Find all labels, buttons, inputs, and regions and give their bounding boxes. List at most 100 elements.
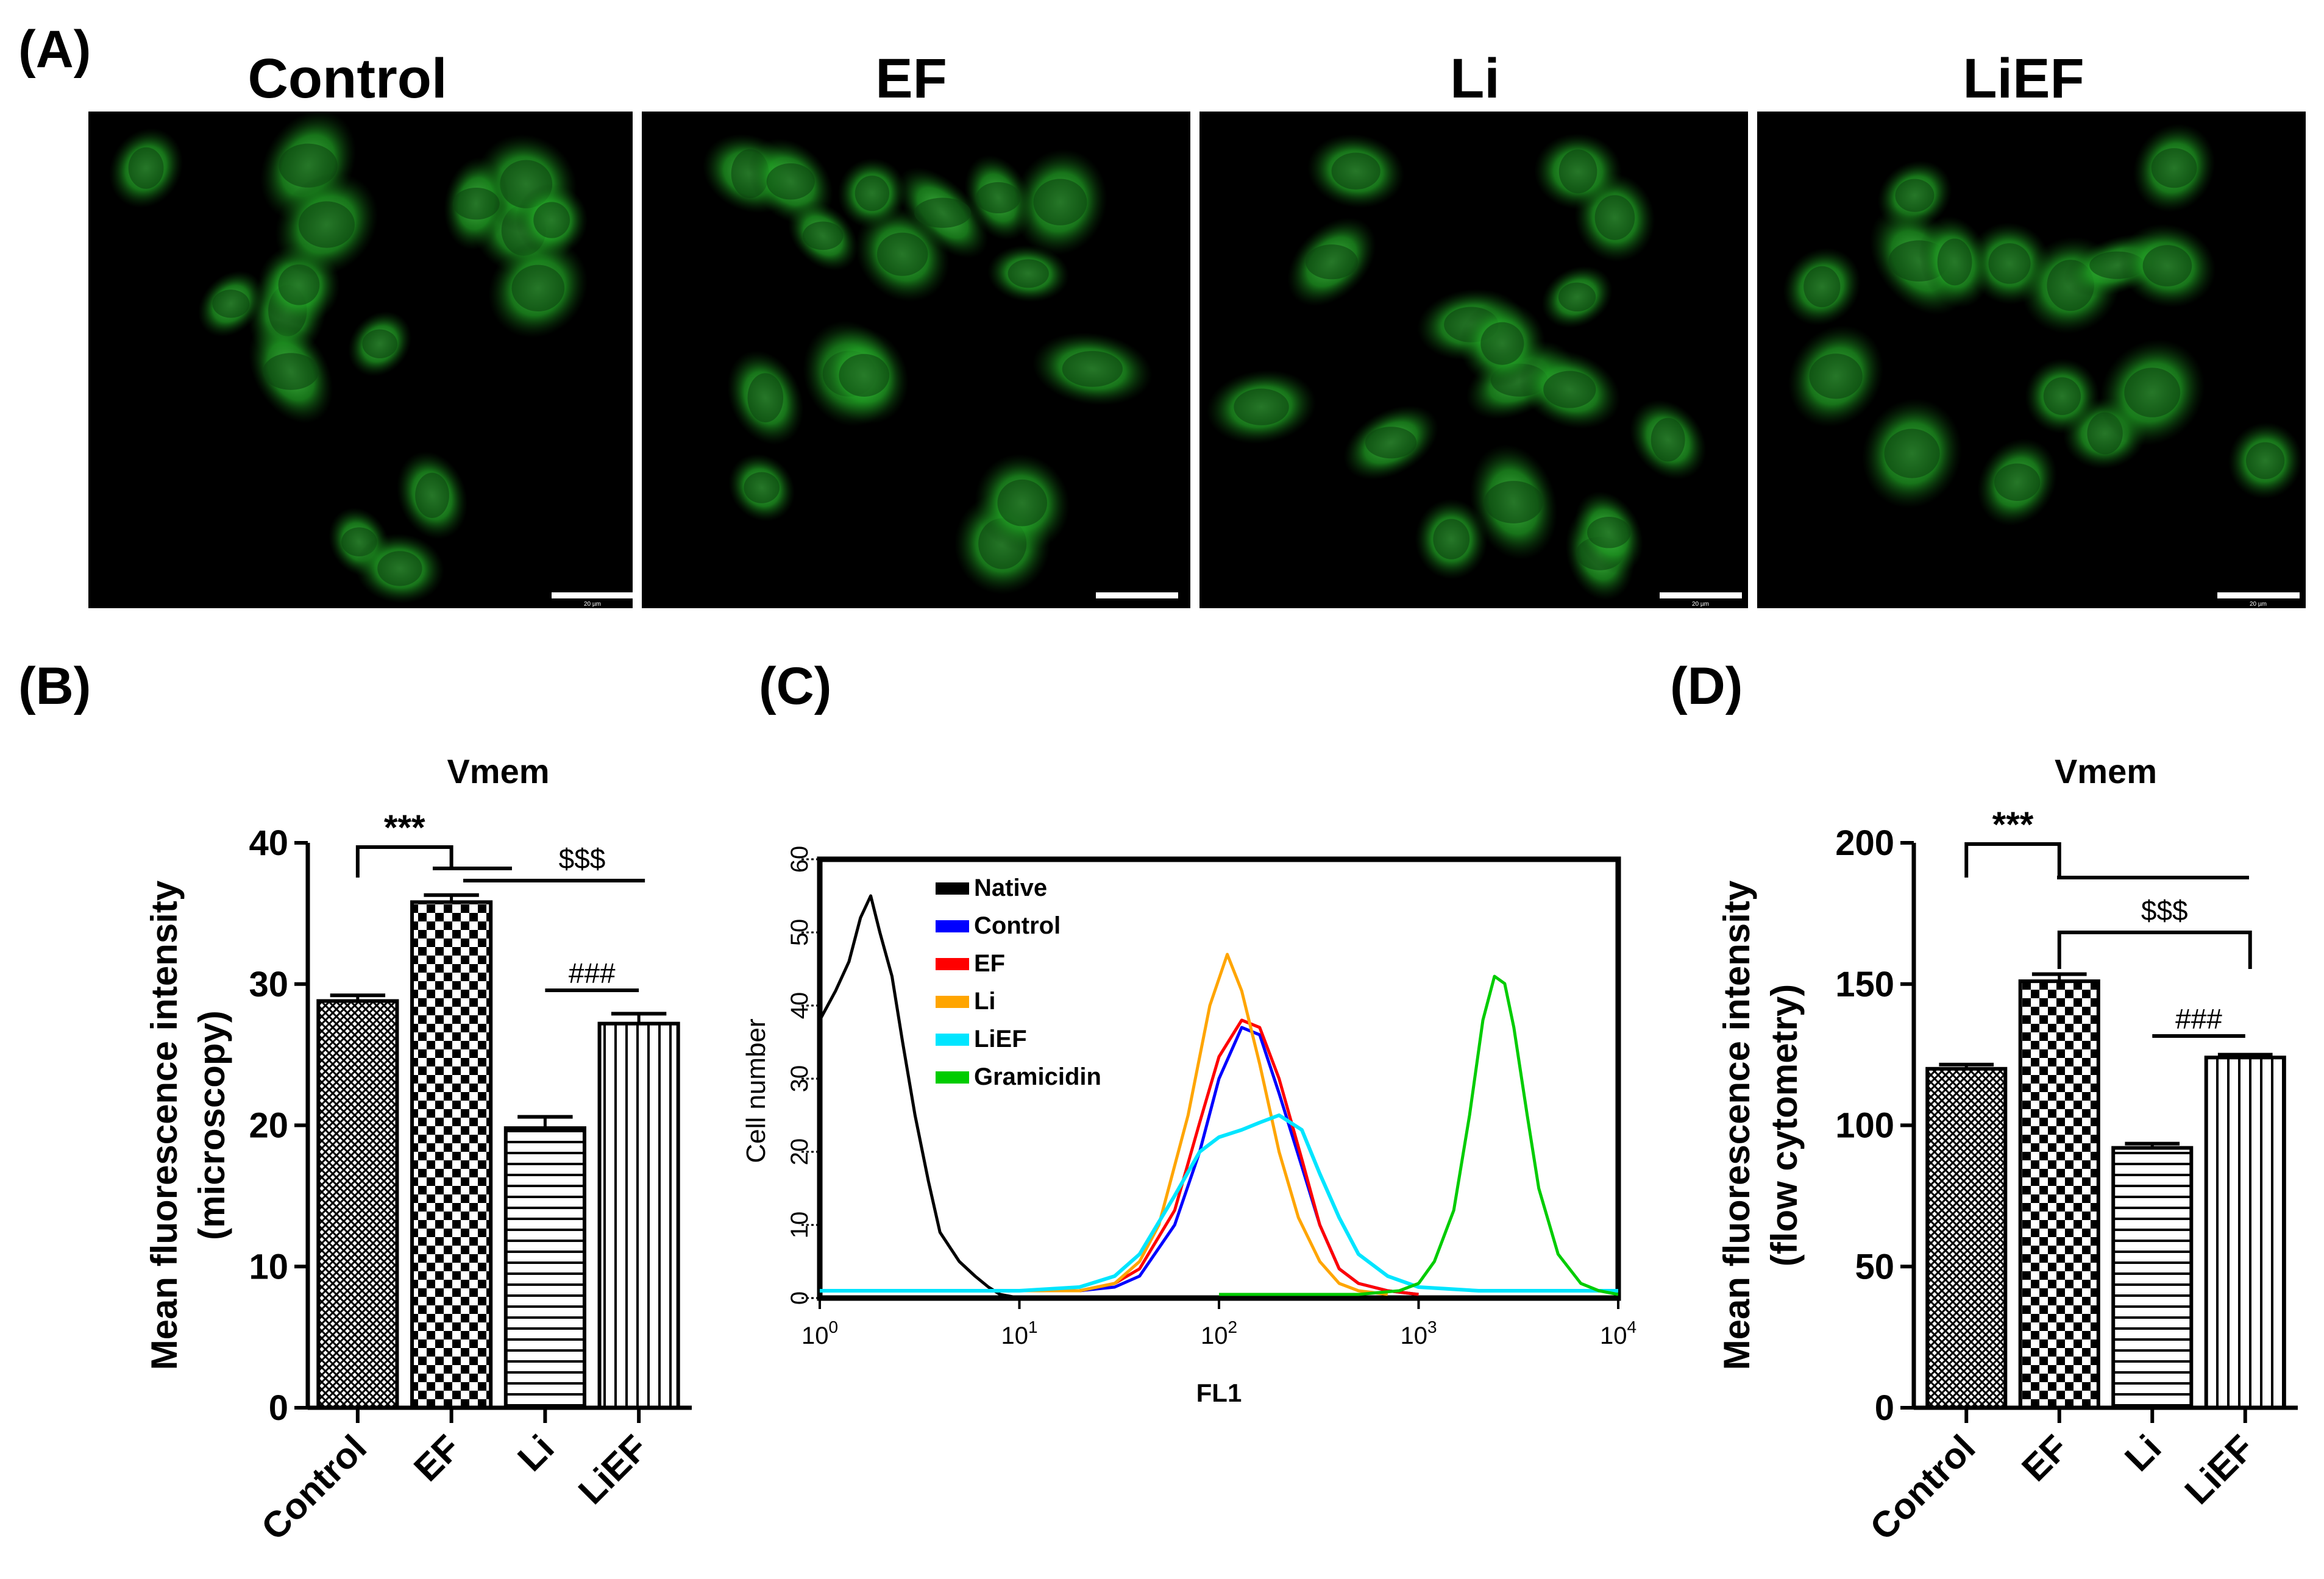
cell-cluster xyxy=(1206,133,1707,601)
legend-label: LiEF xyxy=(974,1026,1027,1052)
cell-nucleus xyxy=(1809,353,1863,399)
significance-bracket xyxy=(2057,931,2252,969)
micrograph-title-ef: EF xyxy=(875,48,947,110)
micrograph-row: Control 20 µm EF Li 20 µm LiEF 20 µm xyxy=(88,48,2306,608)
y-tick-label: 30 xyxy=(249,965,288,1004)
y-axis-label: Cell number xyxy=(741,1018,771,1163)
cell-nucleus xyxy=(997,479,1048,527)
cell-nucleus xyxy=(2124,367,2181,417)
cell-nucleus xyxy=(1558,282,1596,312)
scale-bar-control xyxy=(552,592,634,598)
cell-nucleus xyxy=(1587,517,1631,548)
y-tick-label: 60 xyxy=(786,846,813,873)
series-line xyxy=(820,894,1020,1298)
x-tick-label-base: 10 xyxy=(801,1322,829,1349)
cell-nucleus xyxy=(2043,377,2081,415)
cell-nucleus xyxy=(1803,266,1841,308)
cell-nucleus xyxy=(212,289,250,318)
y-axis-label: Mean fluorescence intensity (flow cytomet… xyxy=(1716,880,1805,1370)
cell-nucleus xyxy=(1480,322,1524,365)
cell-nucleus xyxy=(1062,350,1123,387)
cell-nucleus xyxy=(415,472,449,518)
panel-label-b: (B) xyxy=(18,657,91,715)
y-tick-label: 50 xyxy=(1855,1247,1894,1286)
legend-label: Gramicidin xyxy=(974,1063,1101,1090)
x-tick-label: Li xyxy=(2117,1427,2169,1479)
cell-nucleus xyxy=(2245,442,2285,480)
series-line xyxy=(1019,953,1388,1296)
cell-nucleus xyxy=(1007,259,1049,288)
bar xyxy=(316,999,399,1410)
scale-bar-text-li: 20 µm xyxy=(1692,601,1709,608)
x-tick-label: Control xyxy=(1862,1427,1983,1548)
micrograph-panel-ef: EF xyxy=(642,48,1190,608)
legend-label: Li xyxy=(974,988,996,1015)
cell-nucleus xyxy=(1484,481,1543,523)
series-line xyxy=(820,1113,1618,1293)
x-tick-label: LiEF xyxy=(2177,1427,2262,1512)
y-tick-label: 0 xyxy=(786,1291,813,1305)
x-tick-label-exponent: 1 xyxy=(1028,1318,1038,1336)
y-tick-label: 10 xyxy=(249,1247,288,1286)
bar xyxy=(2204,1056,2286,1410)
cell-nucleus xyxy=(976,182,1021,214)
legend-swatch xyxy=(936,958,969,970)
y-axis-label: Mean fluorescence intensity (microscopy) xyxy=(144,880,232,1370)
cell-nucleus xyxy=(1988,243,2031,284)
x-tick-label: 102 xyxy=(1201,1318,1237,1349)
cell-nucleus xyxy=(1543,371,1596,408)
x-tick-label-exponent: 0 xyxy=(828,1318,838,1336)
significance-label: $$$ xyxy=(559,843,606,875)
cell-nucleus xyxy=(1895,179,1935,212)
y-tick-label: 20 xyxy=(249,1106,288,1146)
micrograph-panel-control: Control 20 µm xyxy=(88,48,634,608)
micrograph-panel-li: Li 20 µm xyxy=(1199,48,1748,608)
cell-nucleus xyxy=(533,202,570,238)
y-tick-label: 10 xyxy=(786,1212,813,1239)
cell-nucleus xyxy=(747,373,784,423)
significance-bracket xyxy=(1964,842,2061,878)
x-tick-label: 104 xyxy=(1600,1318,1636,1349)
legend-swatch xyxy=(936,920,969,932)
y-tick-label: 100 xyxy=(1835,1106,1894,1146)
significance-bracket xyxy=(355,845,453,878)
micrograph-title-control: Control xyxy=(247,48,447,110)
y-tick-label: 40 xyxy=(786,992,813,1020)
x-tick-label: EF xyxy=(406,1427,468,1489)
x-tick-label-base: 10 xyxy=(1201,1322,1228,1349)
x-tick-label: EF xyxy=(2014,1427,2076,1489)
legend-swatch xyxy=(936,996,969,1008)
bar-chart-flow-cytometry: Vmem Mean fluorescence intensity (flow cyt… xyxy=(1716,752,2298,1548)
y-axis-label-line2: (microscopy) xyxy=(191,1010,232,1240)
x-tick-label-exponent: 2 xyxy=(1228,1318,1237,1336)
x-tick-label: Li xyxy=(510,1427,561,1479)
x-tick-label: 103 xyxy=(1400,1318,1437,1349)
cell-cluster xyxy=(108,110,588,604)
y-tick-label: 20 xyxy=(786,1138,813,1166)
cell-nucleus xyxy=(1331,152,1381,190)
cell-nucleus xyxy=(855,176,890,211)
micrograph-title-li: Li xyxy=(1450,48,1500,110)
x-tick-label: Control xyxy=(254,1427,374,1548)
x-tick-label-base: 10 xyxy=(1600,1322,1627,1349)
x-tick-label: 101 xyxy=(1001,1318,1037,1349)
significance-label: ### xyxy=(569,957,616,989)
y-axis-label-line1: Mean fluorescence intensity xyxy=(144,880,185,1370)
bar xyxy=(597,1021,680,1410)
y-axis-label-line1: Mean fluorescence intensity xyxy=(1716,880,1757,1370)
cell-nucleus xyxy=(263,353,319,390)
y-tick-label: 0 xyxy=(1875,1388,1894,1428)
cell-nucleus xyxy=(1937,238,1972,286)
cell-nucleus xyxy=(1433,519,1470,559)
y-tick-label: 150 xyxy=(1835,965,1894,1004)
micrograph-panel-lief: LiEF 20 µm xyxy=(1757,48,2306,608)
legend-swatch xyxy=(936,1034,969,1046)
y-tick-label: 30 xyxy=(786,1065,813,1093)
cell-nucleus xyxy=(1558,149,1597,194)
y-tick-label: 50 xyxy=(786,919,813,946)
cell-nucleus xyxy=(1884,428,1940,478)
x-tick-label: LiEF xyxy=(570,1427,655,1512)
legend-label: EF xyxy=(974,950,1005,977)
legend-label: Control xyxy=(974,912,1061,939)
series-line xyxy=(1219,974,1618,1296)
